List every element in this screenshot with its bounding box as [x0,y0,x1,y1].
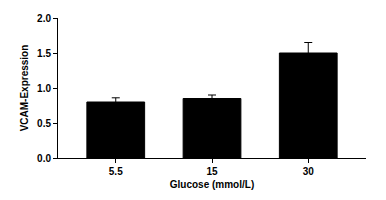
svg-text:1.5: 1.5 [37,48,51,59]
svg-text:30: 30 [303,166,315,177]
svg-text:VCAM-Expression: VCAM-Expression [19,45,30,132]
svg-text:1.0: 1.0 [37,83,51,94]
svg-text:0.5: 0.5 [37,118,51,129]
svg-text:0.0: 0.0 [37,153,51,164]
svg-text:Glucose (mmol/L): Glucose (mmol/L) [170,179,254,190]
svg-text:15: 15 [206,166,218,177]
svg-text:5.5: 5.5 [109,166,123,177]
svg-text:2.0: 2.0 [37,13,51,24]
